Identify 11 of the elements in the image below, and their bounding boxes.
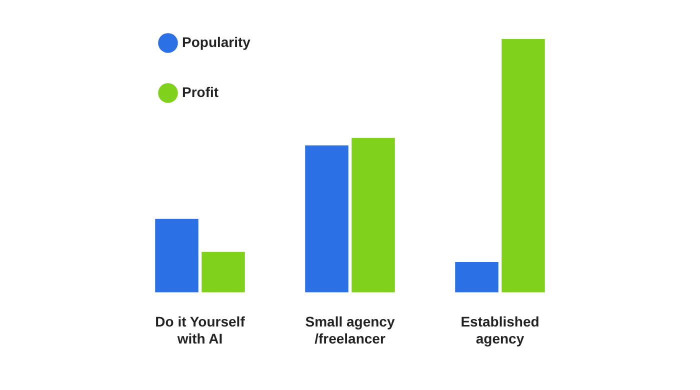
bar bbox=[202, 252, 245, 292]
legend-label: Profit bbox=[182, 84, 219, 100]
x-tick-label: Small agency /freelancer bbox=[305, 314, 395, 346]
bar bbox=[305, 145, 348, 292]
legend-label: Popularity bbox=[182, 34, 251, 50]
x-tick-label: Established agency bbox=[460, 314, 540, 346]
bar bbox=[455, 262, 498, 292]
bar bbox=[155, 218, 198, 292]
x-tick-label: Do it Yourself with AI bbox=[155, 314, 246, 346]
bar bbox=[352, 138, 395, 292]
bar bbox=[502, 39, 545, 292]
